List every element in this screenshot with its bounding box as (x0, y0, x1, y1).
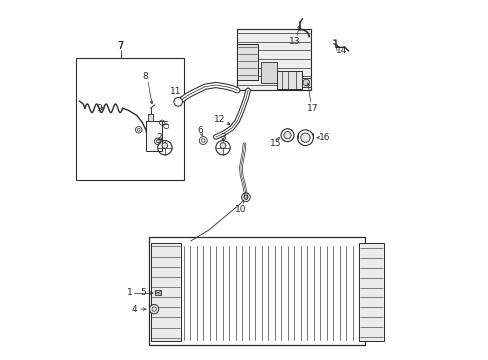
Bar (237, 44, 258, 80)
Text: 9: 9 (96, 104, 102, 113)
Circle shape (149, 305, 159, 314)
Bar (301, 78, 310, 87)
Text: 5: 5 (140, 288, 146, 297)
Bar (359, 243, 383, 341)
Text: 16: 16 (319, 133, 330, 142)
Bar (155, 291, 161, 296)
Bar (260, 62, 276, 83)
Text: 2: 2 (156, 133, 162, 142)
Text: 13: 13 (288, 37, 300, 46)
Text: 4: 4 (131, 305, 137, 314)
Circle shape (284, 132, 290, 139)
Text: 11: 11 (169, 86, 181, 95)
Text: 15: 15 (270, 139, 281, 148)
Text: 8: 8 (142, 72, 147, 81)
Circle shape (174, 98, 182, 106)
Text: 10: 10 (235, 205, 246, 214)
Circle shape (162, 143, 167, 148)
Bar (148, 114, 152, 121)
Bar (237, 30, 310, 90)
Bar (149, 237, 364, 345)
Text: 7: 7 (118, 41, 123, 50)
Text: 6: 6 (198, 126, 203, 135)
Text: 17: 17 (306, 104, 318, 113)
Bar (150, 243, 181, 341)
Text: 12: 12 (213, 114, 224, 123)
Circle shape (300, 133, 309, 142)
Bar (76, 58, 183, 180)
Circle shape (220, 143, 225, 148)
Text: 3: 3 (220, 133, 225, 142)
Text: 14: 14 (335, 46, 346, 55)
Bar (276, 71, 301, 89)
Text: 7: 7 (118, 41, 123, 50)
Text: 1: 1 (126, 288, 132, 297)
Bar (145, 121, 162, 151)
